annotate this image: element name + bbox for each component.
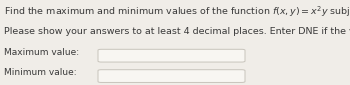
Text: Please show your answers to at least 4 decimal places. Enter DNE if the value do: Please show your answers to at least 4 d… [4, 27, 350, 36]
FancyBboxPatch shape [98, 70, 245, 82]
Text: Minimum value:: Minimum value: [4, 68, 76, 77]
Text: Find the maximum and minimum values of the function $f(x, y) = x^2y$ subject to : Find the maximum and minimum values of t… [4, 4, 350, 19]
FancyBboxPatch shape [98, 49, 245, 62]
Text: Maximum value:: Maximum value: [4, 48, 79, 57]
